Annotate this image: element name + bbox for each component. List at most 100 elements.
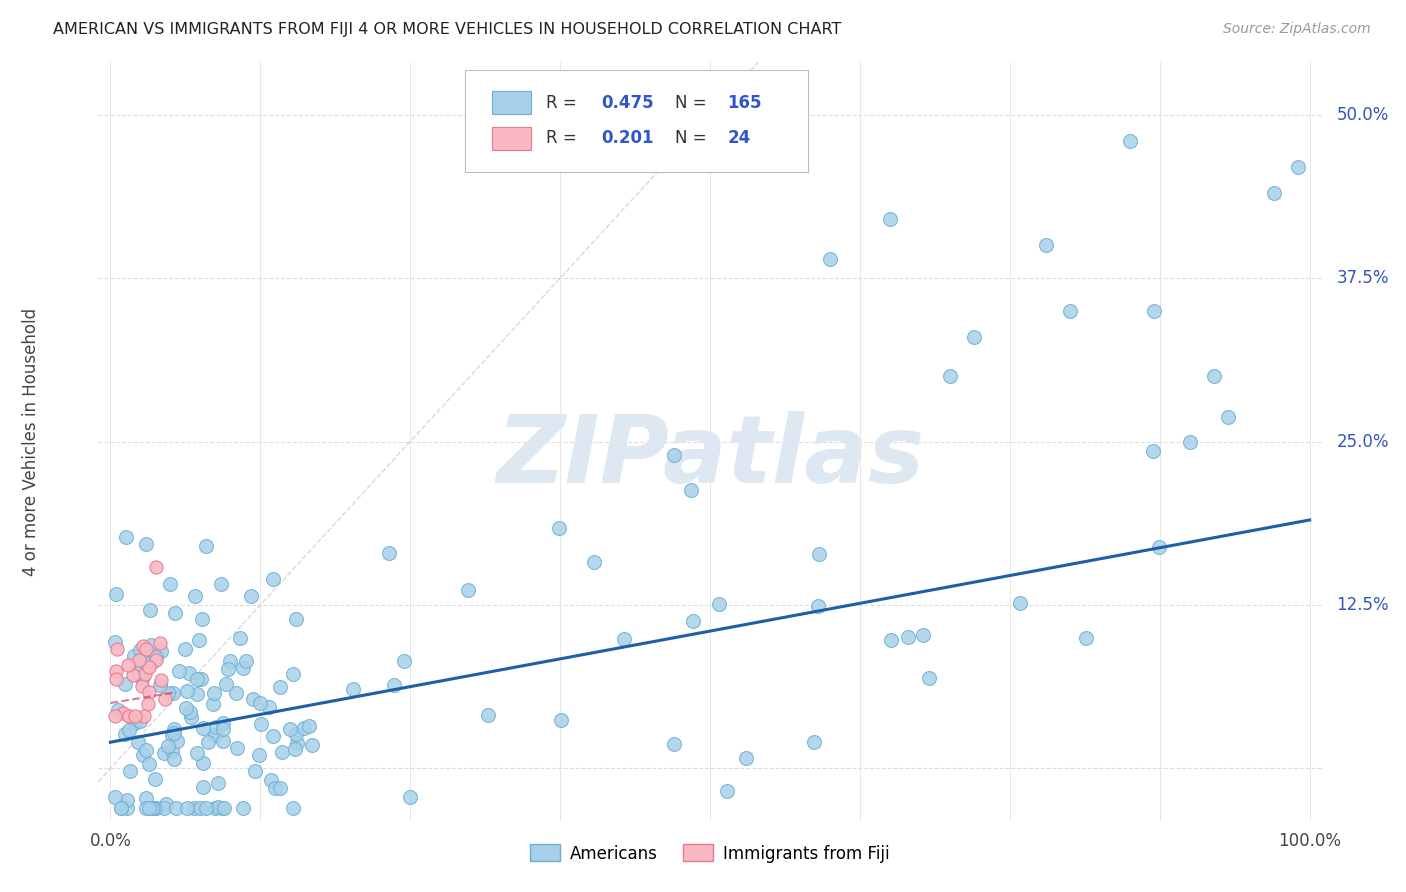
Point bbox=[153, 747, 176, 761]
Point bbox=[191, 612, 214, 626]
Point bbox=[392, 653, 415, 667]
Point bbox=[707, 597, 730, 611]
Point bbox=[138, 800, 160, 814]
Point bbox=[131, 679, 153, 693]
Point bbox=[120, 764, 142, 778]
Point bbox=[247, 747, 270, 762]
Point bbox=[132, 709, 155, 723]
Point bbox=[143, 800, 166, 814]
Point bbox=[281, 800, 304, 814]
Point bbox=[1178, 434, 1201, 449]
Point bbox=[1147, 540, 1170, 554]
Point bbox=[398, 790, 420, 805]
Point bbox=[212, 716, 235, 731]
Point bbox=[188, 800, 211, 814]
Point bbox=[1119, 134, 1142, 148]
Point bbox=[232, 661, 254, 675]
Point bbox=[264, 781, 287, 796]
Point bbox=[262, 572, 284, 586]
Point bbox=[301, 738, 323, 752]
Point bbox=[262, 729, 284, 743]
Text: N =: N = bbox=[675, 94, 711, 112]
Point bbox=[197, 735, 219, 749]
Point bbox=[105, 664, 128, 678]
Point bbox=[104, 672, 127, 686]
Point bbox=[135, 537, 157, 551]
Point bbox=[716, 783, 738, 797]
Point bbox=[183, 800, 205, 814]
Point bbox=[225, 686, 247, 700]
Point bbox=[162, 726, 184, 740]
Point bbox=[145, 653, 167, 667]
Point bbox=[110, 800, 132, 814]
Point bbox=[1059, 303, 1081, 318]
Point bbox=[160, 728, 183, 742]
Point bbox=[194, 800, 217, 814]
Point bbox=[209, 577, 232, 591]
Point bbox=[613, 632, 636, 646]
Text: N =: N = bbox=[675, 129, 711, 147]
Point bbox=[1286, 160, 1309, 174]
Point bbox=[138, 660, 160, 674]
Point bbox=[115, 793, 138, 807]
Point bbox=[157, 739, 180, 753]
Point bbox=[139, 603, 162, 617]
Point bbox=[271, 745, 294, 759]
Point bbox=[477, 707, 499, 722]
Point bbox=[114, 676, 136, 690]
Point bbox=[217, 662, 239, 676]
Point bbox=[204, 728, 226, 742]
Point bbox=[183, 589, 205, 603]
Point bbox=[378, 546, 401, 560]
Point bbox=[191, 756, 214, 770]
Point bbox=[292, 721, 315, 735]
Text: R =: R = bbox=[546, 129, 582, 147]
Point bbox=[180, 710, 202, 724]
Point bbox=[135, 743, 157, 757]
Point bbox=[298, 719, 321, 733]
Point bbox=[135, 800, 157, 814]
Point bbox=[135, 790, 157, 805]
Point bbox=[165, 606, 187, 620]
Point bbox=[582, 555, 605, 569]
Point bbox=[114, 727, 136, 741]
Point bbox=[284, 742, 307, 756]
Point bbox=[149, 636, 172, 650]
Point bbox=[682, 614, 704, 628]
Point bbox=[194, 540, 217, 554]
Point bbox=[112, 706, 135, 721]
Point bbox=[138, 684, 160, 698]
Point bbox=[285, 612, 308, 626]
Point bbox=[205, 720, 228, 734]
Point bbox=[1202, 369, 1225, 384]
Point bbox=[249, 696, 271, 710]
Point bbox=[117, 658, 139, 673]
Point bbox=[132, 747, 155, 762]
Point bbox=[162, 723, 184, 737]
Point bbox=[879, 212, 901, 227]
Point bbox=[186, 672, 208, 686]
Point bbox=[285, 727, 308, 741]
Point bbox=[550, 713, 572, 727]
Legend: Americans, Immigrants from Fiji: Americans, Immigrants from Fiji bbox=[523, 838, 897, 869]
Point bbox=[128, 653, 150, 667]
Point bbox=[124, 716, 146, 731]
Point bbox=[136, 697, 159, 711]
Point bbox=[1076, 631, 1098, 645]
Point bbox=[342, 681, 364, 696]
Point bbox=[250, 717, 273, 731]
Point bbox=[212, 733, 235, 747]
Point bbox=[269, 781, 291, 796]
Point bbox=[190, 672, 212, 686]
Point bbox=[145, 800, 167, 814]
Point bbox=[260, 772, 283, 787]
Point bbox=[117, 723, 139, 737]
Point bbox=[259, 700, 281, 714]
Point bbox=[807, 599, 830, 614]
Point bbox=[186, 687, 208, 701]
Text: 12.5%: 12.5% bbox=[1336, 596, 1389, 614]
Text: 24: 24 bbox=[727, 129, 751, 147]
Point bbox=[187, 633, 209, 648]
Point bbox=[897, 630, 920, 644]
Point bbox=[457, 583, 479, 598]
